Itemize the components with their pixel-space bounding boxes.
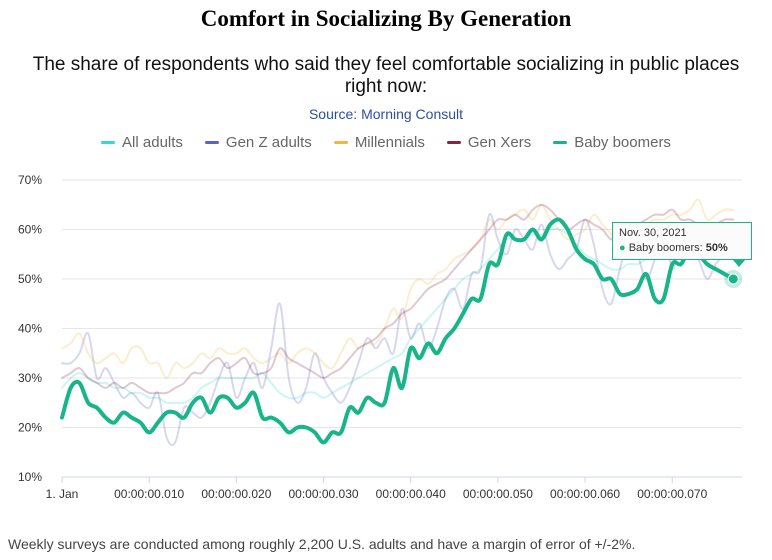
legend-swatch-gen-xers (446, 141, 461, 144)
legend-item-gen-xers[interactable]: Gen Xers (446, 134, 532, 151)
legend-swatch-all-adults (101, 141, 116, 144)
y-tick-label: 60% (18, 223, 42, 237)
chart-subtitle-line2: right now: (344, 76, 428, 97)
legend-label-millennials: Millennials (354, 134, 425, 151)
y-tick-label: 20% (18, 421, 42, 435)
legend-label-baby-boomers: Baby boomers (574, 134, 671, 151)
legend-item-millennials[interactable]: Millennials (333, 134, 425, 151)
chart-legend: All adults Gen Z adults Millennials Gen … (0, 134, 772, 151)
x-tick-label: 00:00:00.060 (550, 487, 620, 501)
x-tick-label: 00:00:00.070 (637, 487, 707, 501)
series-line-baby-boomers[interactable] (60, 217, 736, 445)
legend-swatch-baby-boomers (553, 141, 568, 144)
legend-item-baby-boomers[interactable]: Baby boomers (553, 134, 671, 151)
tooltip-pointer (733, 260, 745, 267)
x-tick-label: 1. Jan (46, 487, 79, 501)
grid-lines (62, 179, 742, 478)
x-axis-labels: 1. Jan 00:00:00.010 00:00:00.020 00:00:00.0… (46, 477, 708, 501)
tooltip-date: Nov. 30, 2021 (619, 227, 687, 239)
x-tick-label: 00:00:00.010 (114, 487, 184, 501)
chart-footnote: Weekly surveys are conducted among rough… (8, 536, 636, 552)
hover-marker-layer (724, 270, 743, 288)
tooltip-series-name: Baby boomers: (628, 242, 706, 254)
legend-label-all-adults: All adults (122, 134, 183, 151)
chart-subtitle-line1: The share of respondents who said they f… (32, 54, 740, 75)
x-tick-label: 00:00:00.030 (288, 487, 358, 501)
tooltip-row: ● Baby boomers: 50% (619, 242, 745, 254)
legend-label-gen-z-adults: Gen Z adults (225, 134, 312, 151)
chart-tooltip: Nov. 30, 2021 ● Baby boomers: 50% (612, 222, 752, 260)
series-line-gen-z-adults[interactable] (61, 213, 735, 447)
tooltip-value: 50% (705, 242, 728, 254)
legend-label-gen-xers: Gen Xers (467, 134, 532, 151)
chart-title: Comfort in Socializing By Generation (200, 6, 572, 31)
y-tick-label: 70% (18, 173, 42, 187)
legend-item-gen-z-adults[interactable]: Gen Z adults (204, 134, 312, 151)
y-tick-label: 50% (18, 272, 42, 286)
y-tick-label: 40% (18, 322, 42, 336)
tooltip-bullet: ● (619, 242, 626, 254)
hover-point[interactable] (727, 273, 739, 285)
legend-swatch-gen-z-adults (204, 141, 219, 144)
legend-item-all-adults[interactable]: All adults (101, 134, 183, 151)
y-tick-label: 30% (18, 371, 42, 385)
legend-swatch-millennials (333, 141, 348, 144)
chart-subtitle: The share of respondents who said they f… (0, 54, 772, 98)
y-tick-label: 10% (18, 470, 42, 484)
x-tick-label: 00:00:00.050 (463, 487, 533, 501)
x-tick-label: 00:00:00.020 (201, 487, 271, 501)
chart-source[interactable]: Source: Morning Consult (308, 106, 464, 122)
x-tick-label: 00:00:00.040 (376, 487, 446, 501)
series-line-all-adults[interactable] (61, 227, 735, 405)
y-axis-labels: 10% 20% 30% 40% 50% 60% 70% (18, 173, 42, 484)
